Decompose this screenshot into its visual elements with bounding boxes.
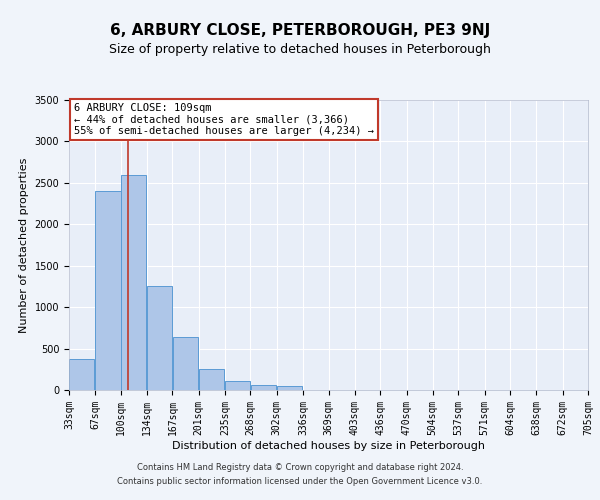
Bar bbox=[69, 359, 94, 390]
Text: Contains public sector information licensed under the Open Government Licence v3: Contains public sector information licen… bbox=[118, 478, 482, 486]
Bar bbox=[173, 337, 198, 390]
Bar bbox=[147, 286, 172, 390]
Text: Size of property relative to detached houses in Peterborough: Size of property relative to detached ho… bbox=[109, 42, 491, 56]
Text: 6 ARBURY CLOSE: 109sqm
← 44% of detached houses are smaller (3,366)
55% of semi-: 6 ARBURY CLOSE: 109sqm ← 44% of detached… bbox=[74, 103, 374, 136]
Text: 6, ARBURY CLOSE, PETERBOROUGH, PE3 9NJ: 6, ARBURY CLOSE, PETERBOROUGH, PE3 9NJ bbox=[110, 22, 490, 38]
Bar bbox=[225, 381, 250, 390]
Y-axis label: Number of detached properties: Number of detached properties bbox=[19, 158, 29, 332]
Bar bbox=[121, 174, 146, 390]
Bar bbox=[251, 386, 276, 390]
Bar bbox=[95, 191, 121, 390]
X-axis label: Distribution of detached houses by size in Peterborough: Distribution of detached houses by size … bbox=[172, 440, 485, 450]
Text: Contains HM Land Registry data © Crown copyright and database right 2024.: Contains HM Land Registry data © Crown c… bbox=[137, 462, 463, 471]
Bar bbox=[277, 386, 302, 390]
Bar bbox=[199, 370, 224, 390]
